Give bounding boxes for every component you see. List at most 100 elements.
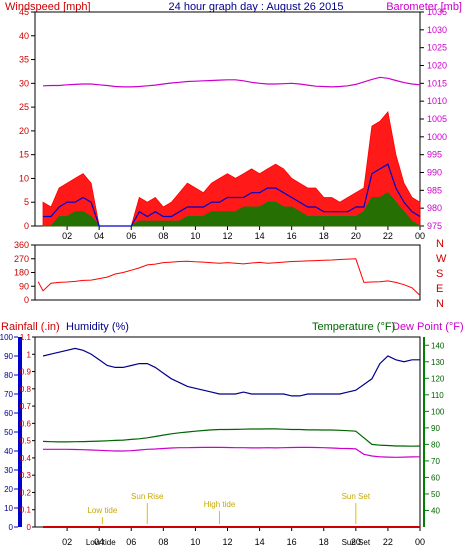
wind-x-tick-label: 04	[94, 231, 104, 241]
humidity-axis-bar	[18, 337, 22, 527]
climate-x-tick-label: 02	[62, 537, 72, 547]
rainfall-axis-title: Rainfall (.in)	[1, 321, 60, 333]
rain-y-tick-label: 0.8	[20, 385, 32, 394]
rain-y-tick-label: 0.2	[20, 488, 32, 497]
wind-x-tick-label: 22	[383, 231, 393, 241]
wind-y-tick-label: 40	[19, 31, 29, 41]
event-label: Sun Rise	[131, 492, 164, 501]
wind-y-tick-label: 15	[19, 150, 29, 160]
temperature-y-tick-label: 70	[431, 457, 440, 466]
wind-y-tick-label: 25	[19, 102, 29, 112]
humidity-y-tick-label: 70	[4, 390, 13, 399]
rain-y-tick-label: 1	[27, 350, 32, 359]
rain-y-tick-label: 0	[27, 523, 32, 532]
page-title: 24 hour graph day : August 26 2015	[169, 1, 344, 13]
humidity-y-tick-label: 30	[4, 466, 13, 475]
windspeed-axis-title: Windspeed [mph]	[5, 1, 91, 13]
baro-y-tick-label: 985	[427, 185, 442, 195]
wind-y-tick-label: 5	[24, 197, 29, 207]
rain-y-tick-label: 1.1	[20, 333, 32, 342]
event-label: Low tide	[87, 506, 117, 515]
wind-x-tick-label: 10	[190, 231, 200, 241]
wind-y-tick-label: 20	[19, 126, 29, 136]
rain-y-tick-label: 0.6	[20, 419, 32, 428]
baro-y-tick-label: 1035	[427, 7, 447, 17]
humidity-y-tick-label: 80	[4, 371, 13, 380]
humidity-y-tick-label: 0	[9, 523, 14, 532]
climate-x-tick-label: 14	[255, 537, 265, 547]
event-label: High tide	[204, 500, 236, 509]
baro-y-tick-label: 1000	[427, 132, 447, 142]
rain-y-tick-label: 0.1	[20, 506, 32, 515]
wind-x-tick-label: 18	[319, 231, 329, 241]
sunset-time-label: Sun Set	[342, 538, 371, 547]
barometer-line	[42, 76, 421, 88]
rain-y-tick-label: 0.7	[20, 402, 32, 411]
direction-y-tick-label: 180	[14, 268, 29, 278]
humidity-y-tick-label: 50	[4, 428, 13, 437]
baro-y-tick-label: 975	[427, 221, 442, 231]
humidity-y-tick-label: 10	[4, 504, 13, 513]
wind-average-line	[43, 163, 421, 227]
direction-compass-label: N	[436, 298, 444, 310]
baro-y-tick-label: 995	[427, 150, 442, 160]
dewpoint-axis-title: Dew Point (°F)	[392, 321, 464, 333]
wind-y-tick-label: 30	[19, 78, 29, 88]
direction-compass-label: S	[436, 268, 443, 280]
wind-y-tick-label: 45	[19, 7, 29, 17]
temperature-y-tick-label: 130	[431, 358, 445, 367]
tide-time-label: Low tide	[86, 538, 116, 547]
direction-compass-label: E	[436, 283, 443, 295]
dew-point-line	[43, 446, 421, 458]
baro-y-tick-label: 990	[427, 168, 442, 178]
baro-y-tick-label: 1020	[427, 61, 447, 71]
wind-y-tick-label: 10	[19, 173, 29, 183]
wind-x-tick-label: 20	[351, 231, 361, 241]
climate-x-tick-label: 08	[158, 537, 168, 547]
temperature-y-tick-label: 120	[431, 374, 445, 383]
wind-x-tick-label: 16	[287, 231, 297, 241]
direction-compass-label: N	[436, 238, 444, 250]
direction-y-tick-label: 270	[14, 254, 29, 264]
direction-compass-label: W	[436, 253, 447, 265]
temperature-y-tick-label: 140	[431, 341, 445, 350]
temperature-axis-title: Temperature (°F)	[312, 321, 395, 333]
climate-x-tick-label: 20	[351, 537, 361, 547]
baro-y-tick-label: 1010	[427, 96, 447, 106]
humidity-line	[42, 347, 420, 397]
direction-y-tick-label: 0	[24, 295, 29, 305]
climate-x-tick-label: 18	[319, 537, 329, 547]
baro-y-tick-label: 980	[427, 203, 442, 213]
humidity-y-tick-label: 20	[4, 485, 13, 494]
wind-y-tick-label: 0	[24, 221, 29, 231]
temperature-y-tick-label: 50	[431, 490, 440, 499]
climate-x-tick-label: 04	[94, 537, 104, 547]
wind-x-tick-label: 02	[62, 231, 72, 241]
rain-y-tick-label: 0.3	[20, 471, 32, 480]
barometer-axis-title: Barometer [mb]	[386, 1, 462, 13]
temperature-y-tick-label: 60	[431, 473, 440, 482]
rain-y-tick-label: 0.4	[20, 454, 32, 463]
baro-y-tick-label: 1015	[427, 78, 447, 88]
wind-x-tick-label: 08	[158, 231, 168, 241]
climate-x-tick-label: 16	[287, 537, 297, 547]
wind-y-tick-label: 35	[19, 55, 29, 65]
temperature-line	[42, 428, 421, 447]
humidity-axis-title: Humidity (%)	[66, 321, 129, 333]
humidity-y-tick-label: 100	[0, 333, 14, 342]
humidity-y-tick-label: 40	[4, 447, 13, 456]
wind-x-tick-label: 12	[222, 231, 232, 241]
direction-y-tick-label: 360	[14, 240, 29, 250]
climate-x-tick-label: 06	[126, 537, 136, 547]
rain-y-tick-label: 0.9	[20, 368, 32, 377]
humidity-y-tick-label: 60	[4, 409, 13, 418]
temperature-axis-bar	[423, 337, 425, 527]
climate-x-tick-label: 10	[190, 537, 200, 547]
temperature-y-tick-label: 100	[431, 407, 445, 416]
baro-y-tick-label: 1005	[427, 114, 447, 124]
humidity-y-tick-label: 90	[4, 352, 13, 361]
wind-direction-line	[37, 258, 421, 296]
direction-y-tick-label: 90	[19, 281, 29, 291]
